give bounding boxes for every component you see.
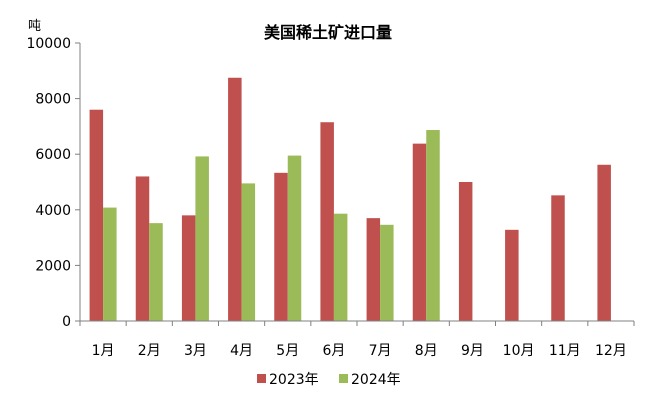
bar-2023年-9月 [458, 182, 473, 321]
bar-2023年-5月 [274, 172, 288, 321]
bar-2024年-8月 [426, 130, 440, 321]
bar-2023年-3月 [181, 215, 196, 321]
bar-2023年-2月 [135, 176, 150, 321]
legend-label: 2024年 [351, 372, 401, 388]
y-tick-label: 0 [62, 314, 71, 330]
bar-2023年-10月 [505, 229, 519, 321]
y-axis-unit-label: 吨 [28, 19, 41, 34]
legend: 2023年 2024年 [257, 372, 401, 388]
bar-2023年-1月 [89, 109, 104, 321]
bar-2024年-3月 [195, 156, 209, 321]
legend-label: 2023年 [269, 372, 319, 388]
x-tick-label: 10月 [503, 343, 535, 359]
bar-2024年-2月 [149, 223, 163, 321]
legend-swatch [257, 374, 266, 383]
bar-2024年-1月 [103, 207, 117, 321]
bar-2023年-8月 [412, 143, 427, 321]
y-tick-label: 4000 [35, 203, 71, 219]
y-tick-label: 2000 [35, 258, 71, 274]
legend-swatch [339, 374, 348, 383]
y-tick-label: 10000 [26, 36, 71, 52]
y-axis: 0 2000 4000 6000 8000 10000 [26, 36, 80, 330]
x-tick-label: 5月 [276, 343, 299, 359]
bar-2023年-11月 [551, 195, 565, 321]
y-tick-label: 8000 [35, 92, 71, 108]
bar-2023年-7月 [366, 218, 381, 321]
x-tick-label: 1月 [92, 343, 115, 359]
bar-2024年-6月 [333, 213, 348, 321]
x-tick-label: 8月 [415, 343, 438, 359]
x-tick-label: 6月 [322, 343, 345, 359]
x-tick-label: 2月 [138, 343, 161, 359]
bar-2023年-12月 [597, 164, 611, 321]
bar-2023年-4月 [228, 77, 242, 321]
x-tick-label: 12月 [595, 343, 627, 359]
x-tick-label: 3月 [184, 343, 207, 359]
x-tick-label: 4月 [230, 343, 253, 359]
chart-title: 美国稀土矿进口量 [264, 23, 392, 42]
x-tick-label: 7月 [369, 343, 392, 359]
x-axis: 1月 2月 3月 4月 5月 6月 7月 8月 9月 10月 11月 12月 [79, 321, 635, 359]
axes [79, 43, 634, 322]
bar-2024年-7月 [380, 224, 394, 321]
bar-2024年-4月 [241, 183, 256, 321]
x-tick-label: 9月 [461, 343, 484, 359]
y-tick-label: 6000 [35, 147, 71, 163]
bar-2024年-5月 [287, 155, 302, 321]
bar-2023年-6月 [320, 122, 334, 321]
bar-series [89, 77, 611, 321]
x-tick-label: 11月 [549, 343, 581, 359]
